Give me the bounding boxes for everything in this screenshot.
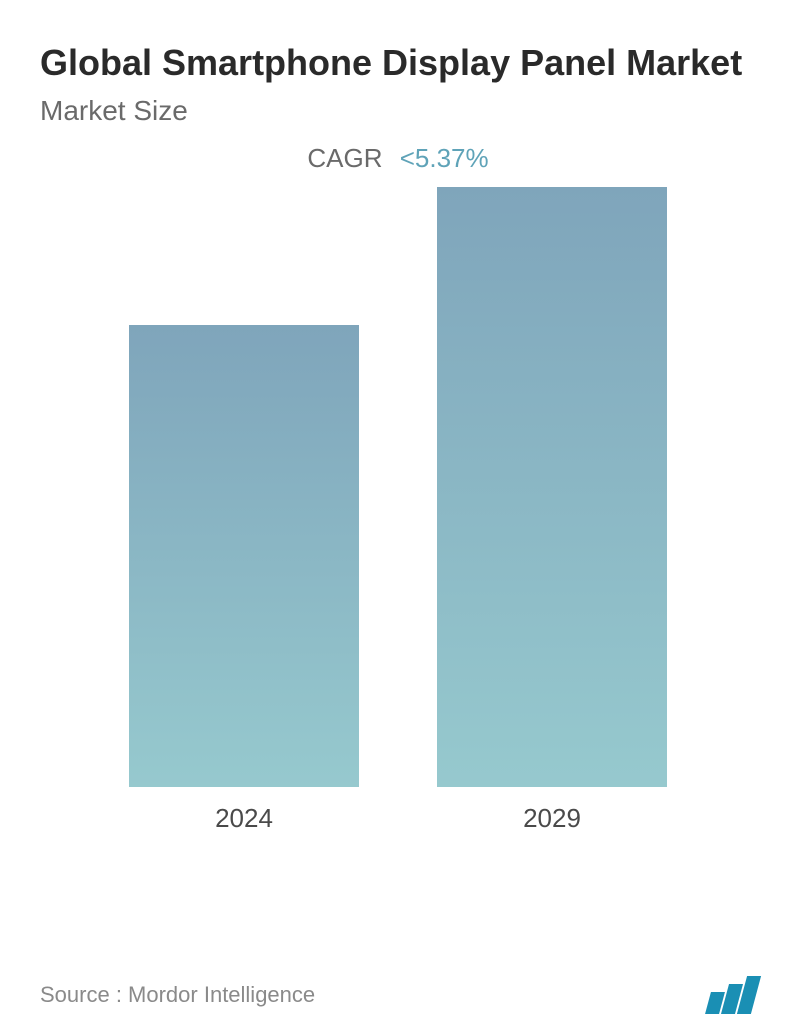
bar-wrap-1: 2029 — [437, 187, 667, 834]
chart-subtitle: Market Size — [40, 95, 756, 127]
bar-label-0: 2024 — [215, 803, 273, 834]
bar-wrap-0: 2024 — [129, 325, 359, 834]
logo-icon — [708, 976, 756, 1014]
chart-area: 2024 2029 — [40, 194, 756, 834]
bar-0 — [129, 325, 359, 787]
bar-label-1: 2029 — [523, 803, 581, 834]
source-text: Source : Mordor Intelligence — [40, 982, 315, 1008]
cagr-value: <5.37% — [400, 143, 489, 173]
cagr-label: CAGR — [307, 143, 382, 173]
chart-title: Global Smartphone Display Panel Market — [40, 40, 756, 85]
footer: Source : Mordor Intelligence — [40, 976, 756, 1014]
cagr-row: CAGR <5.37% — [40, 143, 756, 174]
bar-1 — [437, 187, 667, 787]
